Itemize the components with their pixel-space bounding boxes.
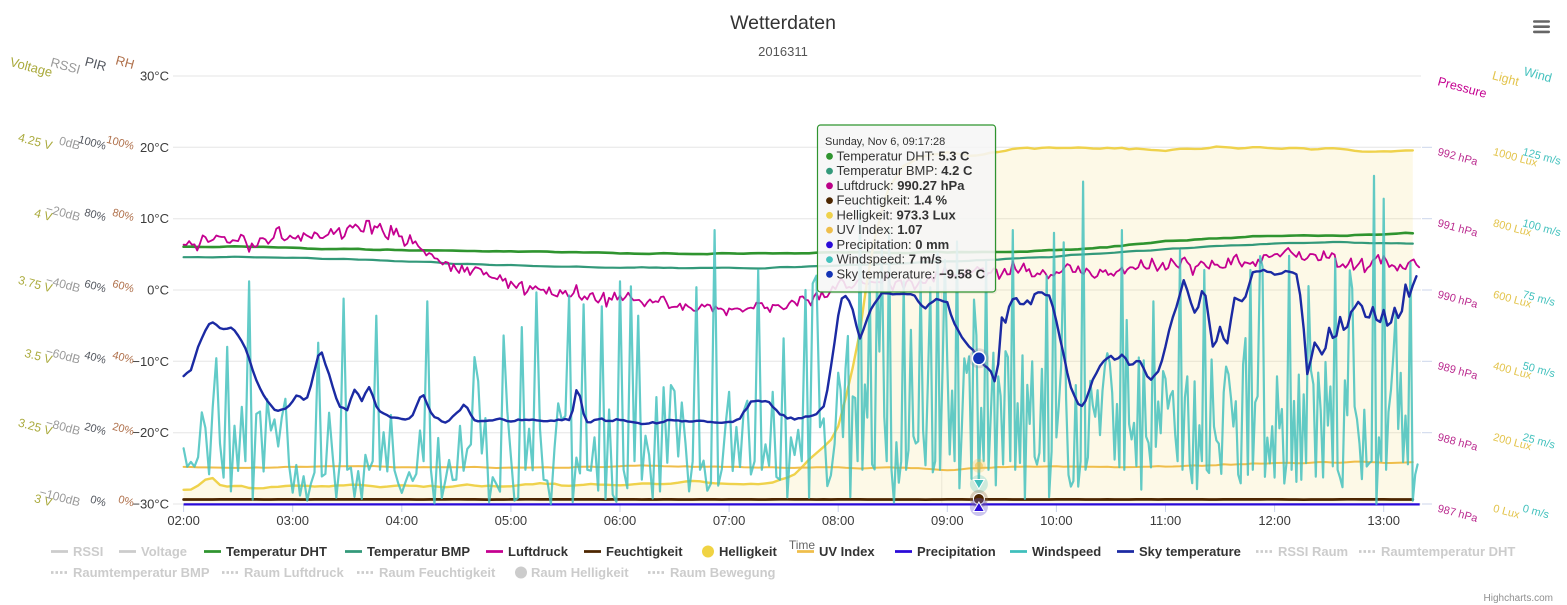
svg-text:Voltage: Voltage bbox=[141, 544, 187, 559]
svg-text:Sky temperature: −9.58 C: Sky temperature: −9.58 C bbox=[837, 266, 986, 281]
svg-text:−10°C: −10°C bbox=[132, 354, 169, 369]
svg-text:03:00: 03:00 bbox=[276, 513, 309, 528]
svg-text:Raum Helligkeit: Raum Helligkeit bbox=[531, 565, 629, 580]
svg-text:Raum Feuchtigkeit: Raum Feuchtigkeit bbox=[379, 565, 496, 580]
svg-text:Feuchtigkeit: 1.4 %: Feuchtigkeit: 1.4 % bbox=[837, 193, 948, 208]
svg-text:Windspeed: 7 m/s: Windspeed: 7 m/s bbox=[837, 252, 943, 267]
svg-text:40%: 40% bbox=[111, 349, 136, 366]
svg-text:0%: 0% bbox=[89, 494, 108, 510]
svg-text:Luftdruck: 990.27 hPa: Luftdruck: 990.27 hPa bbox=[837, 178, 966, 193]
svg-text:10:00: 10:00 bbox=[1040, 513, 1073, 528]
svg-text:Luftdruck: Luftdruck bbox=[508, 544, 569, 559]
svg-text:20°C: 20°C bbox=[140, 140, 169, 155]
svg-text:60%: 60% bbox=[83, 278, 108, 295]
svg-text:40%: 40% bbox=[83, 349, 108, 366]
svg-text:Temperatur BMP: 4.2 C: Temperatur BMP: 4.2 C bbox=[837, 163, 973, 178]
svg-text:Highcharts.com: Highcharts.com bbox=[1484, 593, 1553, 604]
svg-text:Helligkeit: Helligkeit bbox=[719, 544, 777, 559]
svg-text:10°C: 10°C bbox=[140, 211, 169, 226]
svg-text:80%: 80% bbox=[83, 207, 108, 224]
svg-text:0°C: 0°C bbox=[147, 282, 169, 297]
svg-text:Light: Light bbox=[1491, 68, 1521, 89]
svg-text:Raumtemperatur DHT: Raumtemperatur DHT bbox=[1381, 544, 1515, 559]
svg-text:Feuchtigkeit: Feuchtigkeit bbox=[606, 544, 683, 559]
svg-text:80%: 80% bbox=[111, 207, 136, 224]
svg-text:Sunday, Nov 6, 09:17:28: Sunday, Nov 6, 09:17:28 bbox=[825, 136, 945, 148]
svg-text:Windspeed: Windspeed bbox=[1032, 544, 1101, 559]
svg-text:09:00: 09:00 bbox=[931, 513, 964, 528]
svg-text:06:00: 06:00 bbox=[604, 513, 637, 528]
svg-text:3.5 V: 3.5 V bbox=[23, 346, 54, 367]
svg-text:−20°C: −20°C bbox=[132, 425, 169, 440]
svg-text:Time: Time bbox=[789, 538, 816, 552]
svg-text:02:00: 02:00 bbox=[167, 513, 200, 528]
svg-text:Wetterdaten: Wetterdaten bbox=[730, 12, 836, 34]
svg-text:30°C: 30°C bbox=[140, 69, 169, 84]
svg-text:RH: RH bbox=[114, 53, 136, 72]
svg-text:20%: 20% bbox=[111, 421, 136, 438]
svg-text:Precipitation: 0 mm: Precipitation: 0 mm bbox=[837, 237, 950, 252]
svg-text:0%: 0% bbox=[117, 494, 136, 510]
svg-text:07:00: 07:00 bbox=[713, 513, 746, 528]
svg-text:Raum Luftdruck: Raum Luftdruck bbox=[244, 565, 344, 580]
svg-text:Temperatur BMP: Temperatur BMP bbox=[367, 544, 470, 559]
svg-text:Helligkeit: 973.3 Lux: Helligkeit: 973.3 Lux bbox=[837, 207, 957, 222]
svg-text:PIR: PIR bbox=[83, 54, 108, 74]
svg-text:Sky temperature: Sky temperature bbox=[1139, 544, 1241, 559]
svg-text:08:00: 08:00 bbox=[822, 513, 855, 528]
svg-text:Precipitation: Precipitation bbox=[917, 544, 996, 559]
svg-text:0dB: 0dB bbox=[58, 134, 82, 153]
svg-text:UV Index: UV Index bbox=[819, 544, 875, 559]
svg-text:RSSI Raum: RSSI Raum bbox=[1278, 544, 1348, 559]
svg-text:3 V: 3 V bbox=[33, 491, 54, 509]
svg-text:Raum Bewegung: Raum Bewegung bbox=[670, 565, 776, 580]
svg-text:60%: 60% bbox=[111, 278, 136, 295]
svg-text:2016311: 2016311 bbox=[758, 44, 808, 59]
svg-text:20%: 20% bbox=[83, 421, 108, 438]
svg-text:4 V: 4 V bbox=[33, 206, 54, 224]
svg-text:RSSI: RSSI bbox=[73, 544, 103, 559]
svg-text:Temperatur DHT: Temperatur DHT bbox=[226, 544, 327, 559]
svg-text:04:00: 04:00 bbox=[386, 513, 419, 528]
svg-text:Raumtemperatur BMP: Raumtemperatur BMP bbox=[73, 565, 210, 580]
svg-text:05:00: 05:00 bbox=[495, 513, 528, 528]
svg-text:Temperatur DHT: 5.3 C: Temperatur DHT: 5.3 C bbox=[837, 148, 971, 163]
svg-text:13:00: 13:00 bbox=[1367, 513, 1400, 528]
svg-text:UV Index: 1.07: UV Index: 1.07 bbox=[837, 222, 923, 237]
svg-text:12:00: 12:00 bbox=[1258, 513, 1291, 528]
svg-text:−30°C: −30°C bbox=[132, 496, 169, 511]
svg-text:11:00: 11:00 bbox=[1150, 513, 1182, 528]
